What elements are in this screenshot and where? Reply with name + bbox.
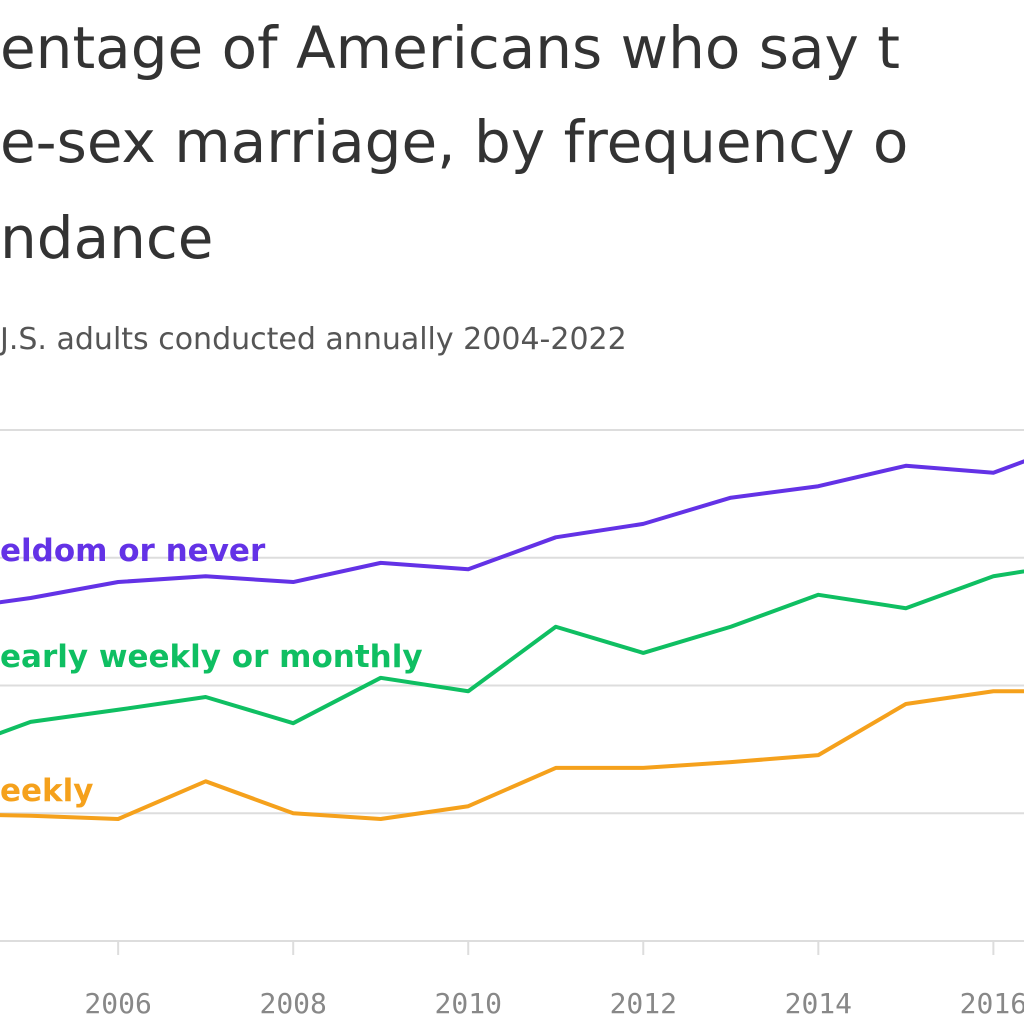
- series-line: [0, 569, 1024, 736]
- x-tick-label: 2010: [435, 987, 502, 1020]
- x-tick-label: 2006: [84, 987, 151, 1020]
- x-tick-label: 2008: [259, 987, 326, 1020]
- series-label: eldom or never: [0, 533, 266, 569]
- x-tick-label: 2012: [610, 987, 677, 1020]
- chart-title: entage of Americans who say t: [0, 14, 900, 82]
- plot-area: [0, 459, 1024, 821]
- x-tick-label: 2014: [785, 987, 852, 1020]
- series-label: early weekly or monthly: [0, 639, 423, 675]
- x-tick-label: 2016: [960, 987, 1024, 1020]
- series-label: eekly: [0, 773, 94, 809]
- series-line: [0, 459, 1024, 605]
- chart-title: e-sex marriage, by frequency o: [0, 108, 908, 176]
- chart-subtitle: J.S. adults conducted annually 2004-2022: [0, 322, 627, 357]
- series-line: [0, 689, 1024, 821]
- chart-title: ndance: [0, 204, 213, 272]
